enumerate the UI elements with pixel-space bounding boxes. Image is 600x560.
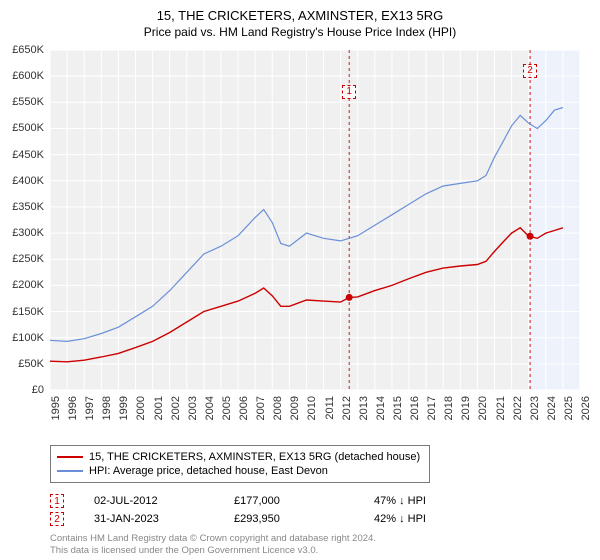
x-tick-label: 2025 xyxy=(563,396,575,420)
x-tick-label: 2010 xyxy=(306,396,318,420)
x-tick-label: 2016 xyxy=(409,396,421,420)
sale-row: 1 02-JUL-2012 £177,000 47% ↓ HPI xyxy=(50,492,570,510)
x-tick-label: 1996 xyxy=(67,396,79,420)
x-tick-label: 2026 xyxy=(580,396,592,420)
chart-subtitle: Price paid vs. HM Land Registry's House … xyxy=(0,23,600,39)
sale-pct: 47% ↓ HPI xyxy=(374,495,484,507)
x-tick-label: 2024 xyxy=(546,396,558,420)
x-tick-label: 2006 xyxy=(238,396,250,420)
x-tick-label: 2003 xyxy=(187,396,199,420)
sale-row-marker: 2 xyxy=(50,512,64,526)
x-tick-label: 2001 xyxy=(153,396,165,420)
sales-table: 1 02-JUL-2012 £177,000 47% ↓ HPI 2 31-JAN-202… xyxy=(50,492,570,528)
legend: 15, THE CRICKETERS, AXMINSTER, EX13 5RG … xyxy=(50,445,430,483)
y-axis: £0£50K£100K£150K£200K£250K£300K£350K£400… xyxy=(0,50,50,390)
legend-label: HPI: Average price, detached house, East… xyxy=(89,465,328,477)
footer-line-1: Contains HM Land Registry data © Crown c… xyxy=(50,533,376,544)
y-tick-label: £150K xyxy=(12,306,44,318)
x-tick-label: 2000 xyxy=(135,396,147,420)
x-tick-label: 2019 xyxy=(460,396,472,420)
sale-pct: 42% ↓ HPI xyxy=(374,513,484,525)
sale-row: 2 31-JAN-2023 £293,950 42% ↓ HPI xyxy=(50,510,570,528)
sale-price: £293,950 xyxy=(234,513,344,525)
legend-item: 15, THE CRICKETERS, AXMINSTER, EX13 5RG … xyxy=(57,450,423,464)
x-tick-label: 2007 xyxy=(255,396,267,420)
y-tick-label: £600K xyxy=(12,70,44,82)
x-tick-label: 1997 xyxy=(84,396,96,420)
footer-line-2: This data is licensed under the Open Gov… xyxy=(50,545,376,556)
x-tick-label: 2011 xyxy=(324,396,336,420)
y-tick-label: £450K xyxy=(12,149,44,161)
x-tick-label: 1995 xyxy=(50,396,62,420)
y-tick-label: £500K xyxy=(12,122,44,134)
chart-title: 15, THE CRICKETERS, AXMINSTER, EX13 5RG xyxy=(0,0,600,23)
x-tick-label: 2005 xyxy=(221,396,233,420)
y-tick-label: £200K xyxy=(12,279,44,291)
x-tick-label: 2009 xyxy=(289,396,301,420)
x-tick-label: 2022 xyxy=(512,396,524,420)
x-tick-label: 2008 xyxy=(272,396,284,420)
y-tick-label: £550K xyxy=(12,96,44,108)
sale-date: 31-JAN-2023 xyxy=(94,513,204,525)
legend-swatch xyxy=(57,456,83,458)
legend-swatch xyxy=(57,470,83,472)
y-tick-label: £350K xyxy=(12,201,44,213)
sale-marker-box: 2 xyxy=(523,64,537,78)
x-tick-label: 2017 xyxy=(426,396,438,420)
chart-svg xyxy=(50,50,580,390)
x-tick-label: 2013 xyxy=(358,396,370,420)
x-tick-label: 2023 xyxy=(529,396,541,420)
x-tick-label: 2020 xyxy=(477,396,489,420)
sale-marker-box: 1 xyxy=(342,85,356,99)
x-tick-label: 2018 xyxy=(443,396,455,420)
x-tick-label: 2015 xyxy=(392,396,404,420)
x-tick-label: 2002 xyxy=(170,396,182,420)
sale-row-marker: 1 xyxy=(50,494,64,508)
x-axis: 1995 1996 1997 1998 1999 2000 2001 2002 2003 2004… xyxy=(50,390,580,450)
y-tick-label: £0 xyxy=(32,384,44,396)
legend-label: 15, THE CRICKETERS, AXMINSTER, EX13 5RG … xyxy=(89,451,420,463)
y-tick-label: £400K xyxy=(12,175,44,187)
x-tick-label: 2021 xyxy=(495,396,507,420)
chart-container: 15, THE CRICKETERS, AXMINSTER, EX13 5RG … xyxy=(0,0,600,560)
sale-date: 02-JUL-2012 xyxy=(94,495,204,507)
y-tick-label: £300K xyxy=(12,227,44,239)
x-tick-label: 1998 xyxy=(101,396,113,420)
y-tick-label: £650K xyxy=(12,44,44,56)
x-tick-label: 2012 xyxy=(341,396,353,420)
footer-attribution: Contains HM Land Registry data © Crown c… xyxy=(50,533,376,556)
x-tick-label: 2004 xyxy=(204,396,216,420)
x-tick-label: 2014 xyxy=(375,396,387,420)
legend-item: HPI: Average price, detached house, East… xyxy=(57,464,423,478)
y-tick-label: £100K xyxy=(12,332,44,344)
sale-price: £177,000 xyxy=(234,495,344,507)
plot-area: 12 xyxy=(50,50,580,390)
y-tick-label: £250K xyxy=(12,253,44,265)
y-tick-label: £50K xyxy=(18,358,44,370)
x-tick-label: 1999 xyxy=(118,396,130,420)
